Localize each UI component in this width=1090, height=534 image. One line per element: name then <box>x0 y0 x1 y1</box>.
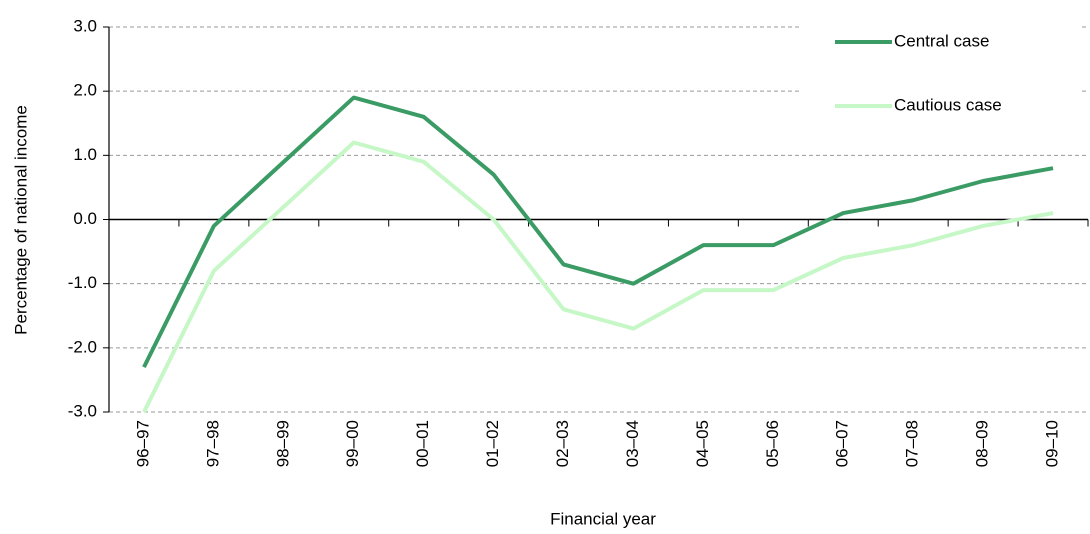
x-tick-label: 96–97 <box>133 420 152 467</box>
x-tick-label: 04–05 <box>693 420 712 467</box>
y-tick-label: 1.0 <box>73 145 97 164</box>
x-tick-label: 08–09 <box>973 420 992 467</box>
x-tick-label: 98–99 <box>273 420 292 467</box>
x-tick-label: 97–98 <box>203 420 222 467</box>
x-tick-label: 05–06 <box>763 420 782 467</box>
x-tick-label: 03–04 <box>623 420 642 467</box>
legend-label: Central case <box>894 31 989 50</box>
legend-box <box>800 20 1080 130</box>
y-axis-title: Percentage of national income <box>11 105 30 335</box>
x-tick-label: 06–07 <box>833 420 852 467</box>
y-tick-label: 2.0 <box>73 81 97 100</box>
legend-label: Cautious case <box>894 95 1002 114</box>
x-tick-label: 09–10 <box>1043 420 1062 467</box>
x-tick-label: 00–01 <box>413 420 432 467</box>
x-tick-label: 02–03 <box>553 420 572 467</box>
series-line <box>142 140 1054 413</box>
y-tick-label: 0.0 <box>73 209 97 228</box>
y-tick-label: 3.0 <box>73 16 97 35</box>
y-tick-label: -1.0 <box>68 273 97 292</box>
x-tick-label: 99–00 <box>343 420 362 467</box>
y-tick-label: -2.0 <box>68 337 97 356</box>
x-tick-label: 07–08 <box>903 420 922 467</box>
y-tick-label: -3.0 <box>68 401 97 420</box>
x-tick-label: 01–02 <box>483 420 502 467</box>
x-axis-title: Financial year <box>550 509 656 528</box>
series-line <box>142 95 1054 368</box>
